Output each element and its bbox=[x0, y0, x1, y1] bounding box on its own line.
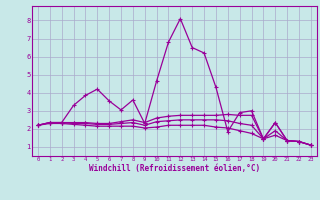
X-axis label: Windchill (Refroidissement éolien,°C): Windchill (Refroidissement éolien,°C) bbox=[89, 164, 260, 173]
